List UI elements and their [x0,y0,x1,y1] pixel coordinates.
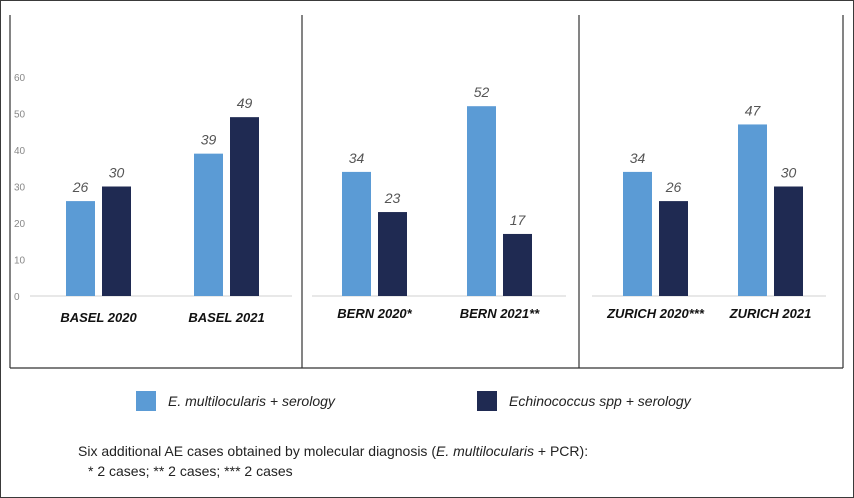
legend-item-2: Echinococcus spp + serology [477,391,691,411]
footnote-line-1: Six additional AE cases obtained by mole… [78,443,589,459]
legend-label: E. multilocularis + serology [168,393,335,409]
data-label: 30 [781,165,797,181]
y-tick-label: 10 [14,256,26,267]
data-label: 47 [745,102,762,118]
bar [623,171,652,296]
y-tick-label: 40 [14,146,26,157]
x-tick-label: BERN 2021** [460,306,540,321]
footnote-line-2: * 2 cases; ** 2 cases; *** 2 cases [88,463,293,479]
data-label: 34 [630,150,646,166]
bar [230,117,259,297]
y-tick-label: 60 [14,73,26,84]
x-tick-label: BASEL 2020 [60,310,137,325]
bar [102,186,131,296]
x-tick-label: BASEL 2021 [188,310,264,325]
data-label: 49 [237,95,253,111]
y-tick-label: 0 [14,292,20,303]
legend-item-1: E. multilocularis + serology [136,391,335,411]
data-label: 30 [109,165,125,181]
y-tick-label: 20 [14,219,26,230]
x-tick-label: ZURICH 2020*** [606,306,705,321]
legend-swatch [136,391,156,411]
legend-swatch [477,391,497,411]
data-label: 17 [510,212,527,228]
bar [467,106,496,296]
x-tick-label: ZURICH 2021 [729,306,812,321]
bar [738,124,767,296]
bar [659,201,688,296]
data-label: 39 [201,132,217,148]
legend-label: Echinococcus spp + serology [509,393,691,409]
data-label: 34 [349,150,365,166]
y-tick-label: 30 [14,183,26,194]
bar [503,233,532,296]
data-label: 26 [72,179,89,195]
data-label: 23 [384,190,401,206]
bar [378,212,407,296]
bar [66,201,95,296]
x-tick-label: BERN 2020* [337,306,412,321]
data-label: 52 [474,84,490,100]
data-label: 26 [665,179,682,195]
footnote: Six additional AE cases obtained by mole… [78,441,588,481]
bar [774,186,803,296]
y-tick-label: 50 [14,110,26,121]
bar [342,171,371,296]
bar [194,153,223,296]
